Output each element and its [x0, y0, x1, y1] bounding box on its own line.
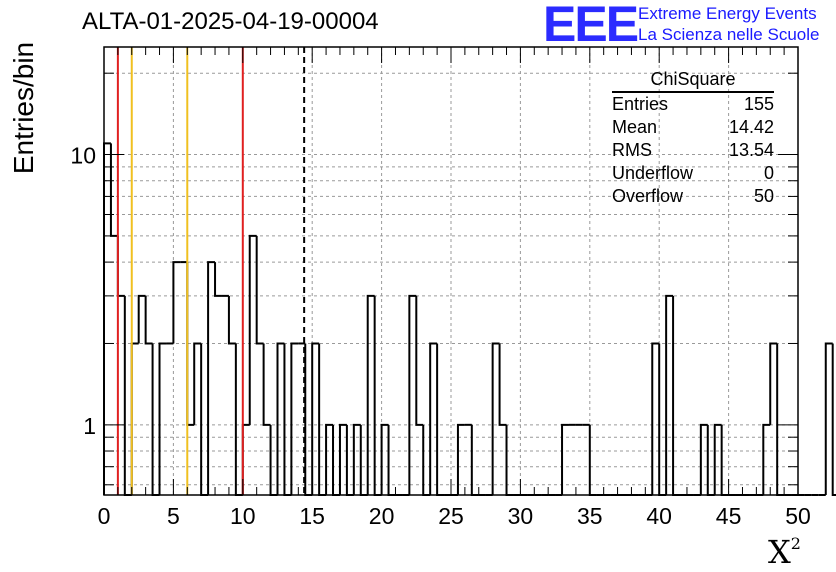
histogram-bin: [130, 342, 139, 495]
stats-box: ChiSquare Entries 155 Mean 14.42 RMS 13.54 Und…: [612, 70, 774, 208]
histogram-bin: [380, 423, 389, 495]
histogram-bin: [762, 423, 771, 495]
histogram-bin: [769, 342, 778, 425]
x-tick-label: 50: [785, 503, 811, 529]
stats-row: Underflow 0: [612, 162, 774, 185]
x-tick-label: 35: [577, 503, 603, 529]
histogram-bin: [207, 261, 216, 495]
x-tick-label: 40: [646, 503, 672, 529]
histogram-bin: [352, 423, 361, 495]
x-tick-label: 45: [716, 503, 742, 529]
histogram-bin: [824, 342, 833, 495]
histogram-bin: [776, 343, 785, 496]
x-tick-label: 5: [167, 503, 180, 529]
logo-caption: Extreme Energy Events La Scienza nelle S…: [638, 3, 819, 45]
stats-value: 0: [763, 163, 774, 183]
histogram-bin: [116, 235, 125, 297]
histogram-bin: [172, 261, 181, 344]
stats-row: Overflow 50: [612, 185, 774, 208]
histogram-bin: [366, 294, 375, 495]
histogram-bin: [429, 342, 438, 495]
stats-label: Underflow: [612, 163, 694, 183]
histogram-bin: [276, 342, 285, 495]
x-tick-label: 10: [230, 503, 256, 529]
histogram-bin: [255, 235, 264, 345]
histogram-bin: [248, 234, 257, 425]
histogram-bin: [436, 343, 445, 496]
histogram-bin: [214, 262, 222, 297]
histogram-bin: [318, 343, 327, 496]
x-tick-label: 30: [508, 503, 534, 529]
histogram-bin: [665, 294, 674, 495]
logo-caption-line1: Extreme Energy Events: [638, 4, 817, 23]
x-tick-label: 0: [98, 503, 111, 529]
y-axis-label: Entries/bin: [8, 41, 39, 175]
stats-label: Overflow: [612, 186, 684, 206]
histogram-bin: [325, 423, 334, 495]
stats-value: 13.54: [728, 140, 774, 160]
histogram-bin: [713, 423, 722, 495]
histogram-bin: [109, 143, 118, 237]
histogram-bin: [158, 342, 167, 495]
stats-row: RMS 13.54: [612, 139, 774, 162]
y-tick-label: 1: [83, 413, 96, 439]
histogram-bin: [491, 342, 500, 495]
chart-title: ALTA-01-2025-04-19-00004: [82, 8, 379, 35]
logo-caption-line2: La Scienza nelle Scuole: [638, 25, 820, 44]
histogram-bin: [498, 343, 507, 426]
histogram-bin: [415, 295, 424, 426]
histogram-bin: [373, 295, 382, 496]
y-tick-label: 10: [70, 143, 96, 169]
x-axis-label-main: X: [768, 533, 791, 571]
histogram-bin: [561, 423, 569, 495]
histogram-bin: [699, 423, 708, 495]
x-axis-label-superscript: 2: [790, 534, 801, 553]
x-axis-label: X2: [768, 533, 801, 571]
stats-value: 155: [743, 94, 774, 114]
x-tick-label: 20: [369, 503, 395, 529]
histogram-bin: [304, 343, 313, 496]
histogram-bin: [456, 423, 465, 495]
stats-row: Mean 14.42: [612, 116, 774, 139]
stats-label: RMS: [612, 140, 652, 160]
x-tick-label: 15: [299, 503, 325, 529]
histogram-bin: [123, 295, 132, 496]
histogram-bin: [151, 343, 160, 496]
histogram-bin: [234, 343, 243, 496]
histogram-bin: [144, 295, 153, 345]
histogram-bin: [262, 343, 271, 426]
histogram-bin: [311, 342, 320, 495]
stats-label: Entries: [612, 94, 669, 114]
histogram-bin: [651, 342, 660, 495]
stats-value: 50: [753, 186, 774, 206]
stats-label: Mean: [612, 117, 658, 137]
histogram-bin: [290, 342, 299, 495]
histogram-bin: [408, 294, 417, 495]
histogram-bin: [283, 343, 292, 496]
stats-title: ChiSquare: [612, 70, 774, 93]
histogram-bin: [831, 343, 836, 496]
histogram-bin: [658, 343, 667, 496]
stats-value: 14.42: [728, 117, 774, 137]
histogram-bin: [672, 295, 681, 496]
histogram-bin: [338, 423, 347, 495]
eee-logo: EEE: [543, 0, 639, 52]
histogram-bin: [137, 294, 146, 344]
stats-rows: Entries 155 Mean 14.42 RMS 13.54 Underflow 0 Ove…: [612, 93, 774, 208]
histogram-bin: [200, 343, 209, 496]
x-tick-label: 25: [438, 503, 464, 529]
histogram-bin: [193, 342, 202, 425]
histogram-bin: [227, 295, 236, 345]
stats-row: Entries 155: [612, 93, 774, 116]
